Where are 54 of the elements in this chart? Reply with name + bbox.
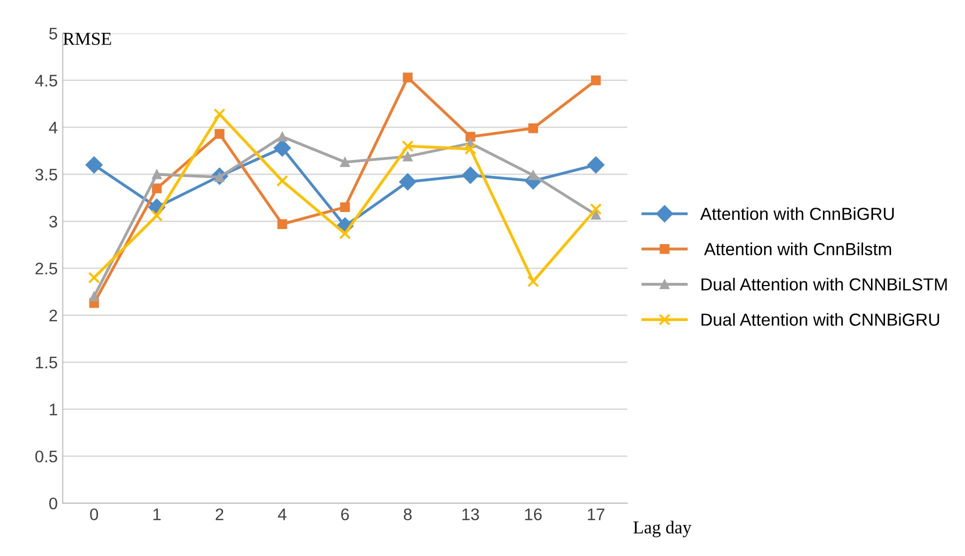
point — [150, 210, 163, 222]
point — [590, 203, 602, 215]
x-tick-label: 1 — [153, 508, 161, 520]
point — [402, 72, 413, 82]
y-tick-label: 0.5 — [35, 450, 58, 462]
y-tick-label: 2.5 — [36, 262, 58, 274]
point — [89, 292, 99, 302]
point — [276, 174, 288, 187]
x-tick-label: 13 — [462, 508, 479, 520]
y-tick-label: 3 — [49, 216, 58, 228]
point — [466, 132, 476, 142]
point — [462, 166, 479, 184]
y-tick-label: 1 — [50, 404, 58, 416]
legend-label: Dual Attention with CNNBiGRU — [702, 313, 940, 326]
point — [399, 173, 416, 190]
point — [528, 123, 538, 134]
y-tick-label: 4.5 — [35, 74, 58, 87]
point — [277, 132, 288, 142]
point — [277, 219, 288, 229]
point — [152, 169, 162, 180]
point — [214, 129, 224, 139]
x-tick-label: 2 — [216, 508, 224, 520]
point — [402, 152, 413, 162]
y-tick-label: 5 — [49, 28, 58, 40]
y-tick-label: 3.5 — [35, 168, 58, 181]
legend-label: Attention with CnnBilstm — [704, 242, 892, 256]
y-tick-label: 2 — [49, 310, 58, 322]
point — [339, 228, 351, 240]
point — [88, 272, 100, 284]
legend-label: Attention with CnnBiGRU — [700, 207, 894, 220]
point — [152, 184, 162, 194]
point — [528, 170, 538, 180]
x-tick-label: 17 — [588, 508, 604, 520]
point — [464, 143, 476, 155]
y-tick-label: 4 — [48, 122, 58, 134]
x-axis-title: Lag day — [633, 520, 692, 538]
x-tick-label: 0 — [90, 508, 98, 520]
point — [591, 75, 601, 86]
y-tick-label: 0 — [49, 498, 58, 510]
point — [402, 140, 414, 152]
x-tick-label: 4 — [278, 508, 286, 520]
point — [340, 157, 350, 167]
point — [591, 210, 601, 220]
point — [214, 108, 226, 120]
point — [340, 202, 350, 212]
x-tick-label: 16 — [525, 508, 542, 520]
point — [86, 156, 103, 174]
x-tick-label: 6 — [341, 508, 349, 520]
y-axis-title: RMSE — [63, 32, 111, 45]
legend-label: Dual Attention with CNNBiLSTM — [702, 278, 947, 291]
point — [527, 276, 540, 288]
point — [587, 156, 604, 174]
x-tick-label: 8 — [404, 508, 412, 520]
y-tick-label: 1.5 — [36, 356, 58, 368]
